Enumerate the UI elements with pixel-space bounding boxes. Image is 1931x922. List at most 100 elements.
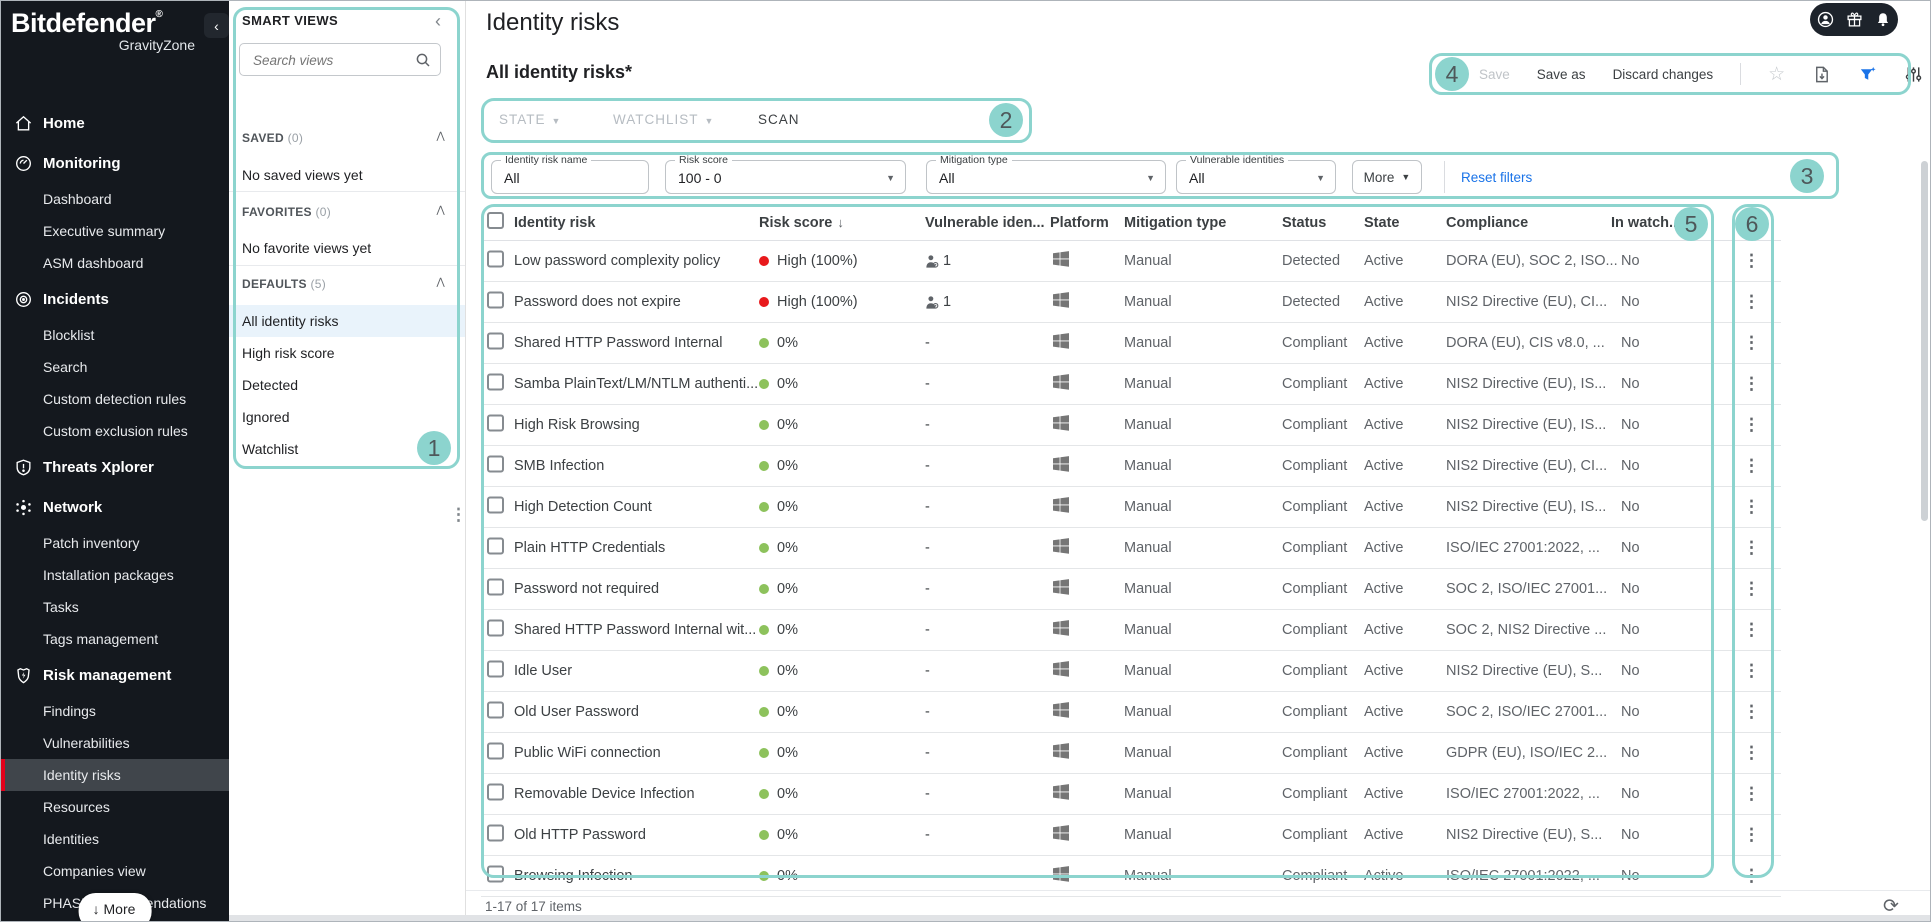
sidebar-item-patch-inventory[interactable]: Patch inventory — [1, 527, 229, 559]
row-checkbox[interactable] — [487, 373, 504, 391]
row-actions-kebab-icon[interactable]: ⋮ — [1743, 415, 1760, 434]
sidebar-item-vulnerabilities[interactable]: Vulnerabilities — [1, 727, 229, 759]
col-status[interactable]: Status — [1282, 215, 1327, 231]
smart-view-ignored[interactable]: Ignored — [242, 409, 290, 425]
row-actions-kebab-icon[interactable]: ⋮ — [1743, 374, 1760, 393]
sidebar-item-asm-dashboard[interactable]: ASM dashboard — [1, 247, 229, 279]
bell-icon[interactable] — [1875, 11, 1891, 28]
row-checkbox[interactable] — [487, 824, 504, 842]
sidebar-item-network[interactable]: Network — [1, 487, 229, 527]
row-actions-kebab-icon[interactable]: ⋮ — [1743, 743, 1760, 762]
row-actions-kebab-icon[interactable]: ⋮ — [1743, 292, 1760, 311]
col-identity-risk[interactable]: Identity risk — [514, 215, 596, 231]
save-as-button[interactable]: Save as — [1536, 66, 1586, 82]
table-row[interactable]: High Risk Browsing 0% - Manual Compliant… — [481, 405, 1781, 446]
smart-view-high-risk-score[interactable]: High risk score — [242, 345, 335, 361]
row-checkbox[interactable] — [487, 701, 504, 719]
row-actions-kebab-icon[interactable]: ⋮ — [1743, 251, 1760, 270]
row-checkbox[interactable] — [487, 742, 504, 760]
table-row[interactable]: Shared HTTP Password Internal 0% - Manua… — [481, 323, 1781, 364]
row-checkbox[interactable] — [487, 783, 504, 801]
table-row[interactable]: Shared HTTP Password Internal wit... 0% … — [481, 610, 1781, 651]
sidebar-item-identity-risks[interactable]: Identity risks — [1, 759, 229, 791]
row-checkbox[interactable] — [487, 537, 504, 555]
row-checkbox[interactable] — [487, 250, 504, 268]
row-checkbox[interactable] — [487, 496, 504, 514]
refresh-icon[interactable]: ⟳ — [1883, 896, 1899, 917]
table-row[interactable]: Samba PlainText/LM/NTLM authenti... 0% -… — [481, 364, 1781, 405]
row-actions-kebab-icon[interactable]: ⋮ — [1743, 825, 1760, 844]
sidebar-item-incidents[interactable]: Incidents — [1, 279, 229, 319]
col-platform[interactable]: Platform — [1050, 215, 1109, 231]
smart-view-all-identity-risks[interactable]: All identity risks — [229, 305, 465, 337]
table-row[interactable]: Idle User 0% - Manual Compliant Active N… — [481, 651, 1781, 692]
column-settings-icon[interactable] — [1904, 65, 1923, 84]
table-row[interactable]: Low password complexity policy High (100… — [481, 241, 1781, 282]
search-views-input[interactable] — [251, 44, 423, 77]
table-row[interactable]: Password not required 0% - Manual Compli… — [481, 569, 1781, 610]
smart-view-watchlist[interactable]: Watchlist — [242, 441, 299, 457]
table-row[interactable]: Old User Password 0% - Manual Compliant … — [481, 692, 1781, 733]
sidebar-item-installation-packages[interactable]: Installation packages — [1, 559, 229, 591]
reset-filters-link[interactable]: Reset filters — [1461, 170, 1533, 185]
table-row[interactable]: Plain HTTP Credentials 0% - Manual Compl… — [481, 528, 1781, 569]
vertical-scrollbar[interactable] — [1921, 161, 1928, 521]
account-icon[interactable] — [1817, 11, 1834, 28]
sidebar-item-tasks[interactable]: Tasks — [1, 591, 229, 623]
sidebar-collapse-tab[interactable]: ‹ — [204, 13, 229, 38]
sidebar-more-button[interactable]: ↓ More — [78, 893, 152, 921]
col-risk-score[interactable]: Risk score ↓ — [759, 215, 844, 231]
row-checkbox[interactable] — [487, 660, 504, 678]
watchlist-dropdown[interactable]: WATCHLIST ▼ — [613, 112, 715, 127]
table-row[interactable]: Password does not expire High (100%) 1 M… — [481, 282, 1781, 323]
row-actions-kebab-icon[interactable]: ⋮ — [1743, 333, 1760, 352]
row-checkbox[interactable] — [487, 291, 504, 309]
sidebar-item-resources[interactable]: Resources — [1, 791, 229, 823]
smart-filter-icon[interactable] — [1858, 65, 1877, 84]
row-actions-kebab-icon[interactable]: ⋮ — [1743, 784, 1760, 803]
row-checkbox[interactable] — [487, 865, 504, 883]
gift-icon[interactable] — [1846, 11, 1863, 28]
table-row[interactable]: Old HTTP Password 0% - Manual Compliant … — [481, 815, 1781, 856]
sidebar-item-identities[interactable]: Identities — [1, 823, 229, 855]
scan-button[interactable]: SCAN — [758, 112, 800, 127]
smart-view-detected[interactable]: Detected — [242, 377, 299, 393]
row-checkbox[interactable] — [487, 332, 504, 350]
sidebar-item-threats-xplorer[interactable]: Threats Xplorer — [1, 447, 229, 487]
col-compliance[interactable]: Compliance — [1446, 215, 1529, 231]
filter-risk-score[interactable]: Risk score 100 - 0 ▼ — [665, 154, 906, 194]
sidebar-item-blocklist[interactable]: Blocklist — [1, 319, 229, 351]
row-actions-kebab-icon[interactable]: ⋮ — [1743, 456, 1760, 475]
table-row[interactable]: Public WiFi connection 0% - Manual Compl… — [481, 733, 1781, 774]
sidebar-item-companies-view[interactable]: Companies view — [1, 855, 229, 887]
row-checkbox[interactable] — [487, 414, 504, 432]
horizontal-scrollbar[interactable] — [229, 915, 1930, 921]
row-checkbox[interactable] — [487, 578, 504, 596]
row-actions-kebab-icon[interactable]: ⋮ — [1743, 538, 1760, 557]
row-actions-kebab-icon[interactable]: ⋮ — [1743, 702, 1760, 721]
select-all-checkbox[interactable] — [487, 212, 504, 229]
sidebar-item-findings[interactable]: Findings — [1, 695, 229, 727]
table-row[interactable]: SMB Infection 0% - Manual Compliant Acti… — [481, 446, 1781, 487]
sidebar-item-custom-detection-rules[interactable]: Custom detection rules — [1, 383, 229, 415]
filter-mitigation-type[interactable]: Mitigation type All ▼ — [926, 154, 1166, 194]
panel-collapse-icon[interactable]: ‹ — [435, 11, 441, 31]
filter-identity-risk-name[interactable]: Identity risk name All — [491, 154, 649, 194]
row-actions-kebab-icon[interactable]: ⋮ — [1743, 497, 1760, 516]
col-state[interactable]: State — [1364, 215, 1400, 231]
panel-resize-handle[interactable]: ⋮ — [450, 505, 467, 524]
chevron-up-icon[interactable]: ⋀ — [436, 205, 445, 216]
state-dropdown[interactable]: STATE ▼ — [499, 112, 562, 127]
favorite-star-icon[interactable]: ☆ — [1768, 63, 1786, 85]
row-actions-kebab-icon[interactable]: ⋮ — [1743, 866, 1760, 885]
col-in-watchlist[interactable]: In watch... — [1611, 215, 1682, 231]
chevron-up-icon[interactable]: ⋀ — [436, 277, 445, 288]
filter-vulnerable-identities[interactable]: Vulnerable identities All ▼ — [1176, 154, 1336, 194]
row-actions-kebab-icon[interactable]: ⋮ — [1743, 620, 1760, 639]
discard-changes-button[interactable]: Discard changes — [1612, 66, 1714, 82]
col-mitigation-type[interactable]: Mitigation type — [1124, 215, 1227, 231]
sidebar-item-dashboard[interactable]: Dashboard — [1, 183, 229, 215]
sidebar-item-home[interactable]: Home — [1, 103, 229, 143]
save-button[interactable]: Save — [1479, 66, 1510, 82]
sidebar-item-risk-management[interactable]: Risk management — [1, 655, 229, 695]
